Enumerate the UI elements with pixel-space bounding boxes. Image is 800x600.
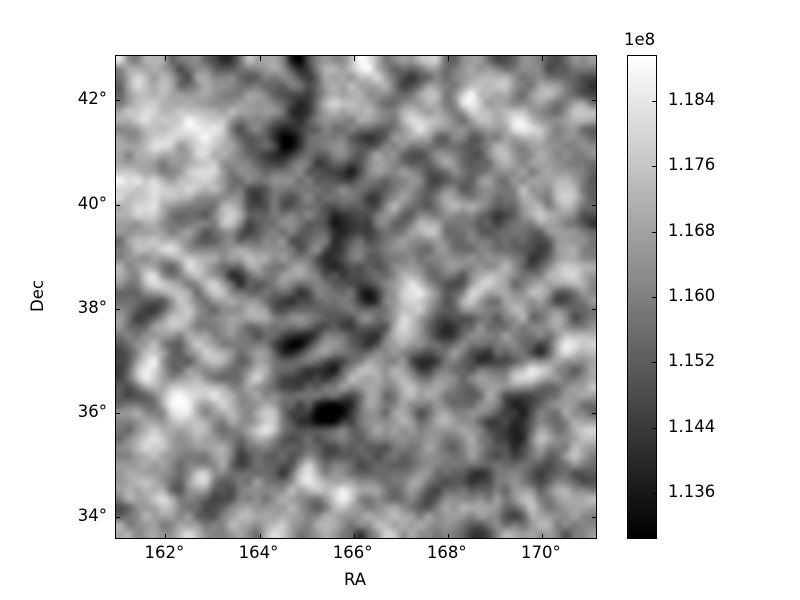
colorbar-offset-text: 1e8 [624,30,656,49]
x-tick-mark-top [447,56,449,61]
x-axis-label: RA [343,570,367,589]
colorbar-tick-mark [652,427,657,429]
y-tick-mark-right [592,517,597,519]
sky-map-image [116,56,596,538]
y-tick-label: 34° [77,505,107,525]
y-tick-mark [115,412,120,414]
x-tick-mark-top [541,56,543,61]
x-tick-label: 168° [426,543,467,562]
x-tick-mark-top [165,56,167,61]
x-tick-mark-top [353,56,355,61]
colorbar[interactable] [627,55,657,539]
y-tick-mark-right [592,308,597,310]
x-tick-mark [541,534,543,539]
colorbar-tick-label: 1.168 [668,220,716,240]
y-axis-label: Dec [27,280,47,312]
y-tick-label: 40° [77,193,107,213]
x-tick-label: 162° [144,543,185,562]
x-tick-mark [447,534,449,539]
colorbar-tick-mark [652,493,657,495]
y-tick-label: 36° [77,401,107,421]
colorbar-tick-mark [652,231,657,233]
x-tick-mark [353,534,355,539]
y-tick-mark [115,517,120,519]
colorbar-tick-label: 1.176 [668,155,716,175]
colorbar-tick-mark [652,100,657,102]
colorbar-gradient [628,56,656,538]
colorbar-tick-label: 1.160 [668,285,716,305]
sky-map-axes[interactable] [115,55,597,539]
y-tick-mark [115,204,120,206]
x-tick-mark [165,534,167,539]
colorbar-tick-label: 1.152 [668,351,716,371]
colorbar-tick-mark [652,166,657,168]
x-tick-mark-top [259,56,261,61]
colorbar-tick-mark [652,362,657,364]
x-tick-label: 164° [238,543,279,562]
y-tick-mark-right [592,100,597,102]
colorbar-tick-label: 1.136 [668,481,716,501]
x-tick-mark [259,534,261,539]
y-tick-mark [115,100,120,102]
y-tick-label: 42° [77,89,107,109]
colorbar-tick-label: 1.144 [668,416,716,436]
x-tick-label: 166° [332,543,373,562]
colorbar-tick-mark [652,297,657,298]
y-tick-mark-right [592,412,597,414]
y-tick-mark [115,308,120,310]
y-tick-label: 38° [77,297,107,317]
y-tick-mark-right [592,204,597,206]
colorbar-tick-label: 1.184 [668,89,716,109]
x-tick-label: 170° [521,543,561,562]
